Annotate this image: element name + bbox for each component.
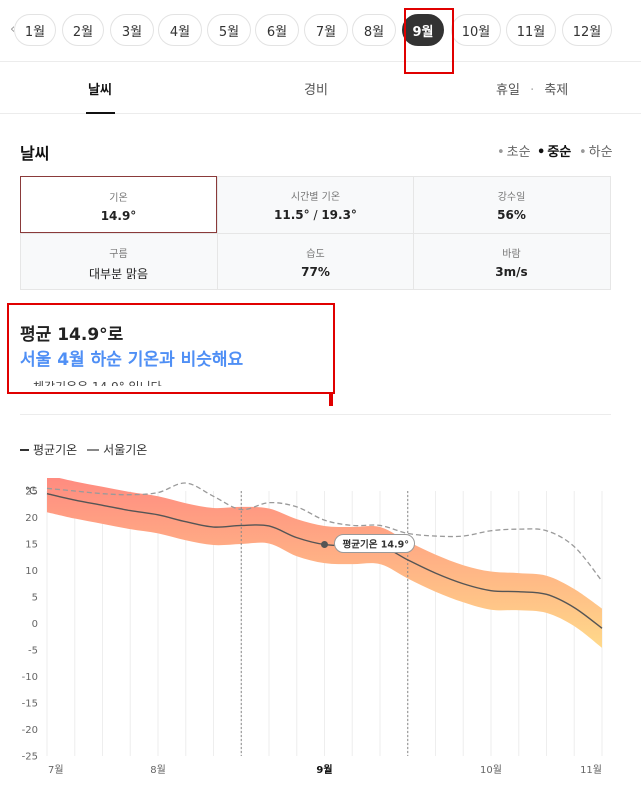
stat-precipitation-days[interactable]: 강수일 56% — [413, 176, 610, 233]
legend-seoul-label: 서울기온 — [103, 443, 148, 457]
highlight-box-tick — [329, 392, 333, 406]
temp-low: 11.5° — [274, 208, 310, 222]
grid-divider — [217, 176, 218, 290]
month-chip-3[interactable]: 3월 — [110, 14, 154, 46]
tooltip-bubble — [334, 534, 415, 554]
x-tick-label: 8월 — [150, 764, 166, 776]
stat-value: 56% — [497, 208, 526, 222]
stat-value: 14.9° — [100, 209, 137, 223]
y-tick-label: -10 — [22, 672, 38, 683]
bullet-icon: • — [497, 145, 505, 160]
avg-temp-range-band — [47, 478, 602, 648]
stat-value: 77% — [301, 265, 330, 279]
y-tick-label: 5 — [32, 593, 38, 604]
stat-wind[interactable]: 바람 3m/s — [413, 233, 610, 290]
stat-value: 대부분 맑음 — [88, 267, 148, 281]
grid-divider — [413, 176, 414, 290]
stat-clouds[interactable]: 구름 대부분 맑음 — [20, 233, 217, 290]
temperature-chart: ℃ 25 20 15 10 5 0 -5 -10 -15 -20 -25 평균기온 14.9° 7월… — [22, 478, 603, 776]
y-tick-label: 10 — [25, 566, 38, 577]
y-axis-unit: ℃ — [25, 486, 36, 497]
summary-average: 평균 14.9°로 — [20, 325, 124, 345]
y-tick-label: 15 — [25, 540, 38, 551]
stat-temperature[interactable]: 기온 14.9° — [20, 176, 217, 233]
month-chip-1[interactable]: 1월 — [14, 14, 56, 46]
tab-holidays-label: 휴일 — [496, 83, 520, 98]
period-late-label: 하순 — [588, 145, 613, 160]
month-chip-5[interactable]: 5월 — [207, 14, 251, 46]
x-axis-labels: 7월 8월 9월 10월 11월 — [48, 764, 602, 776]
month-chip-2[interactable]: 2월 — [62, 14, 104, 46]
stat-hourly-temperature[interactable]: 시간별 기온 11.5° / 19.3° — [217, 176, 414, 233]
chart-legend: 평균기온 서울기온 — [20, 441, 147, 458]
y-tick-label: 25 — [25, 487, 38, 498]
x-tick-label: 11월 — [580, 764, 602, 776]
y-tick-label: 0 — [32, 619, 38, 630]
grid-divider — [20, 233, 611, 234]
stat-humidity[interactable]: 습도 77% — [217, 233, 414, 290]
x-tick-label: 7월 — [48, 764, 64, 776]
period-early[interactable]: • 초순 — [497, 141, 531, 160]
month-chip-7[interactable]: 7월 — [304, 14, 348, 46]
stat-label: 바람 — [502, 249, 521, 260]
month-chip-8[interactable]: 8월 — [352, 14, 396, 46]
summary-fade — [10, 386, 332, 394]
tab-weather[interactable]: 날씨 — [88, 83, 112, 98]
stat-label: 강수일 — [497, 192, 526, 203]
stat-value: 3m/s — [495, 265, 528, 279]
stat-value: 11.5° / 19.3° — [217, 208, 414, 222]
legend-avg-label: 평균기온 — [33, 443, 78, 457]
y-tick-label: 20 — [25, 513, 38, 524]
temp-separator: / — [309, 208, 322, 222]
summary-comparison: 서울 4월 하순 기온과 비슷해요 — [20, 350, 244, 370]
month-chip-10[interactable]: 10월 — [451, 14, 501, 46]
avg-temp-marker[interactable] — [321, 541, 328, 549]
month-chip-11[interactable]: 11월 — [506, 14, 556, 46]
y-tick-label: -5 — [28, 646, 38, 657]
y-tick-label: -25 — [22, 752, 38, 763]
period-early-label: 초순 — [506, 145, 531, 160]
tooltip-text: 평균기온 14.9° — [343, 539, 409, 551]
y-tick-label: -20 — [22, 725, 38, 736]
month-selector-bar: ‹ 1월 2월 3월 4월 5월 6월 7월 8월 9월 10월 11월 12월 — [0, 0, 641, 62]
temp-high: 19.3° — [321, 208, 357, 222]
tab-holidays[interactable]: 휴일 · 축제 — [496, 79, 568, 98]
stat-label: 구름 — [109, 249, 128, 260]
stat-label: 기온 — [109, 193, 128, 204]
stat-label: 시간별 기온 — [290, 192, 341, 203]
seoul-temp-line — [46, 482, 603, 582]
month-chip-6[interactable]: 6월 — [255, 14, 299, 46]
month-chip-4[interactable]: 4월 — [158, 14, 202, 46]
month-chip-12[interactable]: 12월 — [562, 14, 612, 46]
y-tick-label: -15 — [22, 699, 38, 710]
dashed-line-icon — [87, 448, 100, 451]
period-mid[interactable]: • 중순 — [537, 141, 571, 160]
tab-expenses[interactable]: 경비 — [304, 83, 328, 98]
section-divider — [20, 414, 611, 415]
x-tick-label: 9월 — [316, 764, 332, 776]
bullet-icon: • — [537, 145, 546, 160]
solid-line-icon — [20, 448, 29, 451]
y-axis-ticks: 25 20 15 10 5 0 -5 -10 -15 -20 -25 — [22, 487, 38, 763]
chevron-left-icon[interactable]: ‹ — [10, 22, 16, 37]
avg-temp-tooltip: 평균기온 14.9° — [334, 534, 415, 554]
section-title: 날씨 — [20, 144, 50, 163]
tab-active-underline — [86, 112, 115, 114]
bullet-icon: • — [579, 145, 587, 160]
period-mid-label: 중순 — [547, 145, 572, 160]
tab-bar: 날씨 경비 휴일 · 축제 — [0, 62, 641, 114]
tab-separator-dot: · — [530, 83, 535, 98]
month-chip-9-selected[interactable]: 9월 — [402, 14, 444, 46]
x-tick-label: 10월 — [480, 764, 502, 776]
tab-festivals-label[interactable]: 축제 — [544, 83, 569, 98]
stat-label: 습도 — [306, 249, 325, 260]
period-late[interactable]: • 하순 — [579, 141, 613, 160]
